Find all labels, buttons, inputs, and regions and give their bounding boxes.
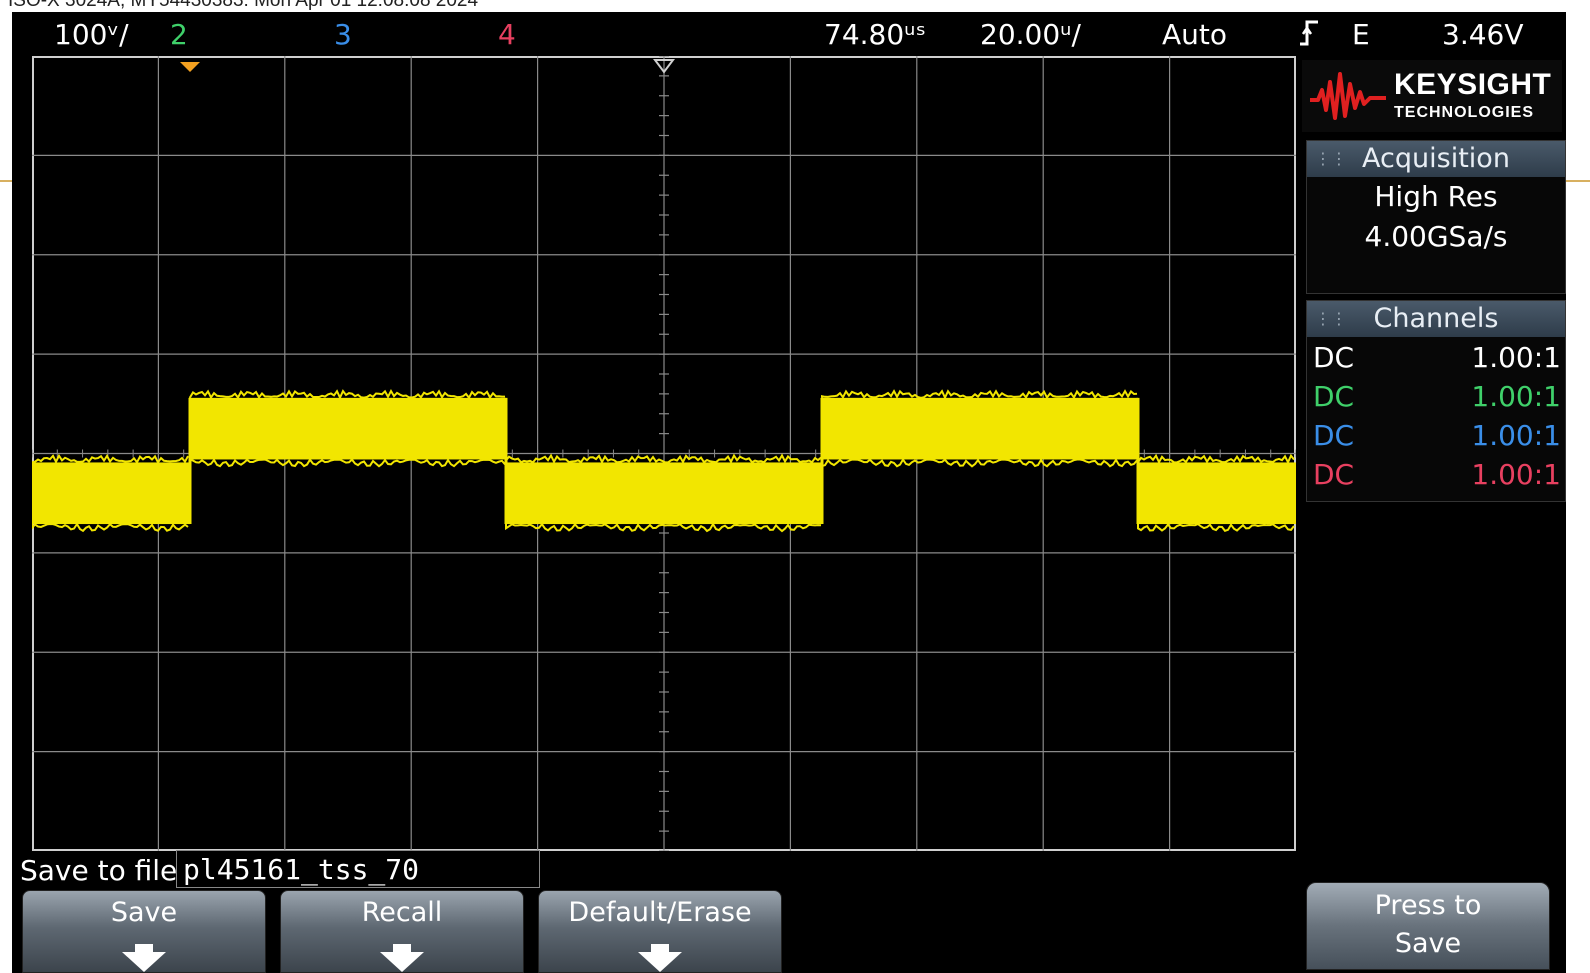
- ch1-waveform-noise: [1137, 522, 1295, 532]
- trigger-position-marker: [180, 62, 200, 72]
- channel-coupling: DC: [1313, 341, 1355, 374]
- page-edge-mark-right: [1566, 180, 1590, 182]
- channel-row-3[interactable]: DC 1.00:1: [1307, 415, 1565, 454]
- filename-field[interactable]: pl45161_tss_70: [176, 850, 540, 888]
- down-arrow-icon: [122, 952, 166, 972]
- channel-coupling: DC: [1313, 458, 1355, 491]
- ch1-waveform-noise: [189, 457, 506, 468]
- ch1-waveform-segment: [1138, 462, 1296, 525]
- waveform-graticule[interactable]: [32, 56, 1296, 851]
- channel-row-2[interactable]: DC 1.00:1: [1307, 376, 1565, 415]
- default-erase-softkey-label: Default/Erase: [568, 897, 752, 928]
- channels-header: ⋮⋮ Channels: [1307, 301, 1565, 337]
- ch1-waveform-segment: [32, 462, 190, 525]
- keysight-wave-icon: [1310, 72, 1386, 120]
- ch1-waveform-noise: [505, 453, 822, 465]
- acquisition-rate: 4.00GSa/s: [1364, 220, 1508, 253]
- save-to-file-bar: Save to file = pl45161_tss_70: [20, 850, 580, 892]
- channel-probe: 1.00:1: [1471, 419, 1561, 452]
- ch2-label[interactable]: 2: [170, 18, 188, 51]
- channel-probe: 1.00:1: [1471, 380, 1561, 413]
- keysight-logo: KEYSIGHT TECHNOLOGIES: [1302, 60, 1562, 132]
- logo-brand: KEYSIGHT: [1394, 68, 1552, 101]
- graticule-svg: [32, 56, 1296, 851]
- channel-row-4[interactable]: DC 1.00:1: [1307, 454, 1565, 493]
- ch1-waveform-noise: [32, 453, 189, 465]
- trigger-mode[interactable]: Auto: [1162, 18, 1228, 51]
- ch1-waveform-noise: [189, 388, 506, 401]
- ch4-label[interactable]: 4: [498, 18, 516, 51]
- down-arrow-icon: [380, 952, 424, 972]
- ch1-waveform-segment: [506, 462, 822, 525]
- ch1-scale[interactable]: 100ᵛ/: [54, 18, 129, 51]
- ch1-waveform-noise: [32, 522, 189, 533]
- grip-icon: ⋮⋮: [1315, 309, 1347, 328]
- page-edge-mark-left: [0, 180, 14, 182]
- ch3-label[interactable]: 3: [334, 18, 352, 51]
- recall-softkey-label: Recall: [361, 897, 443, 928]
- press-to-save-line2: Save: [1394, 928, 1462, 959]
- channel-probe: 1.00:1: [1471, 341, 1561, 374]
- channel-coupling: DC: [1313, 419, 1355, 452]
- trigger-type[interactable]: E: [1352, 18, 1370, 51]
- ch1-waveform-noise: [821, 457, 1138, 468]
- press-to-save-line1: Press to: [1374, 890, 1482, 921]
- horizontal-delay[interactable]: 74.80ᵘˢ: [824, 18, 926, 51]
- acquisition-title: Acquisition: [1362, 143, 1510, 174]
- press-to-save-softkey[interactable]: Press to Save: [1306, 882, 1550, 970]
- ch1-waveform-noise: [821, 389, 1138, 401]
- ch1-waveform-noise: [1137, 453, 1295, 465]
- save-softkey[interactable]: Save: [22, 890, 266, 973]
- acquisition-panel[interactable]: ⋮⋮ Acquisition High Res 4.00GSa/s: [1306, 140, 1566, 294]
- acquisition-mode: High Res: [1374, 180, 1498, 213]
- recall-softkey[interactable]: Recall: [280, 890, 524, 973]
- save-softkey-label: Save: [110, 897, 178, 928]
- channel-probe: 1.00:1: [1471, 458, 1561, 491]
- oscilloscope-screen: 100ᵛ/ 2 3 4 74.80ᵘˢ 20.00ᵘ/ Auto E 3.46V…: [12, 12, 1566, 973]
- page-header: ISO-X 3024A, MY54430383: Mon Apr 01 12:0…: [0, 0, 1590, 12]
- acquisition-header: ⋮⋮ Acquisition: [1307, 141, 1565, 177]
- rising-edge-icon: [1298, 18, 1320, 55]
- trigger-level[interactable]: 3.46V: [1442, 18, 1524, 51]
- ch1-waveform-segment: [190, 397, 506, 460]
- channel-row-1[interactable]: DC 1.00:1: [1307, 337, 1565, 376]
- default-erase-softkey[interactable]: Default/Erase: [538, 890, 782, 973]
- channel-coupling: DC: [1313, 380, 1355, 413]
- channels-panel[interactable]: ⋮⋮ Channels DC 1.00:1 DC 1.00:1 DC 1.00:…: [1306, 300, 1566, 502]
- time-scale[interactable]: 20.00ᵘ/: [980, 18, 1081, 51]
- ch1-waveform-segment: [822, 397, 1138, 460]
- time-reference-marker: [653, 59, 675, 74]
- ch1-waveform-noise: [505, 522, 822, 533]
- grip-icon: ⋮⋮: [1315, 149, 1347, 168]
- side-panel: KEYSIGHT TECHNOLOGIES ⋮⋮ Acquisition Hig…: [1296, 56, 1566, 896]
- ch1-ground-marker: [32, 485, 42, 502]
- logo-subtitle: TECHNOLOGIES: [1394, 104, 1535, 121]
- status-bar: 100ᵛ/ 2 3 4 74.80ᵘˢ 20.00ᵘ/ Auto E 3.46V: [12, 12, 1566, 56]
- down-arrow-icon: [638, 952, 682, 972]
- channels-title: Channels: [1373, 303, 1499, 334]
- header-caption: ISO-X 3024A, MY54430383: Mon Apr 01 12:0…: [8, 0, 479, 11]
